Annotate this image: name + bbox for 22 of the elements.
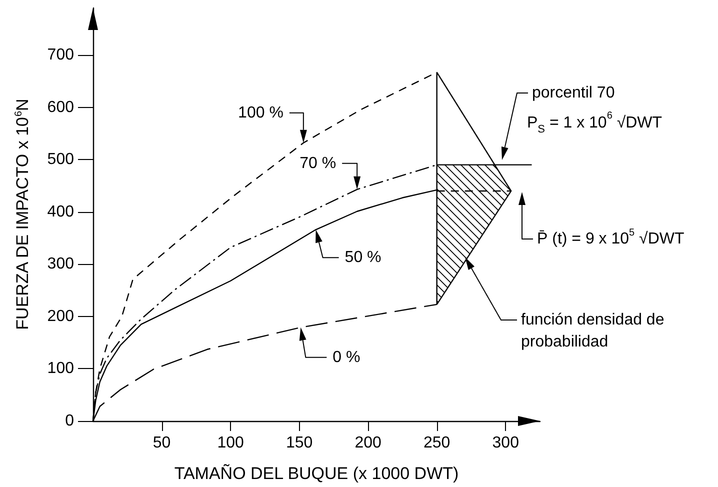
- y-tick-label: 0: [65, 412, 74, 430]
- x-tick-label: 150: [286, 434, 313, 452]
- x-tick-label: 50: [152, 434, 171, 452]
- annotation: 50 %: [344, 249, 382, 266]
- x-tick-label: 300: [492, 434, 520, 452]
- y-axis-title: FUERZA DE IMPACTO x 106N: [13, 98, 32, 330]
- y-tick-label: 100: [47, 360, 74, 378]
- annotation: porcentil 70: [532, 84, 615, 102]
- y-tick-label: 700: [47, 46, 74, 64]
- y-tick-label: 500: [47, 151, 74, 168]
- x-axis-title: TAMAÑO DEL BUQUE (x 1000 DWT): [174, 464, 459, 483]
- x-tick-label: 250: [423, 434, 450, 452]
- y-tick-label: 400: [47, 203, 74, 220]
- annotation: 0 %: [332, 348, 360, 366]
- y-tick-label: 200: [47, 308, 74, 325]
- y-tick-label: 600: [47, 98, 74, 116]
- annotation: 70 %: [300, 154, 336, 172]
- annotation: función densidad de probabilidad: [521, 312, 669, 350]
- annotation: 100 %: [238, 104, 284, 122]
- x-tick-label: 200: [354, 434, 382, 452]
- x-tick-label: 100: [217, 434, 244, 452]
- y-tick-label: 300: [47, 256, 74, 273]
